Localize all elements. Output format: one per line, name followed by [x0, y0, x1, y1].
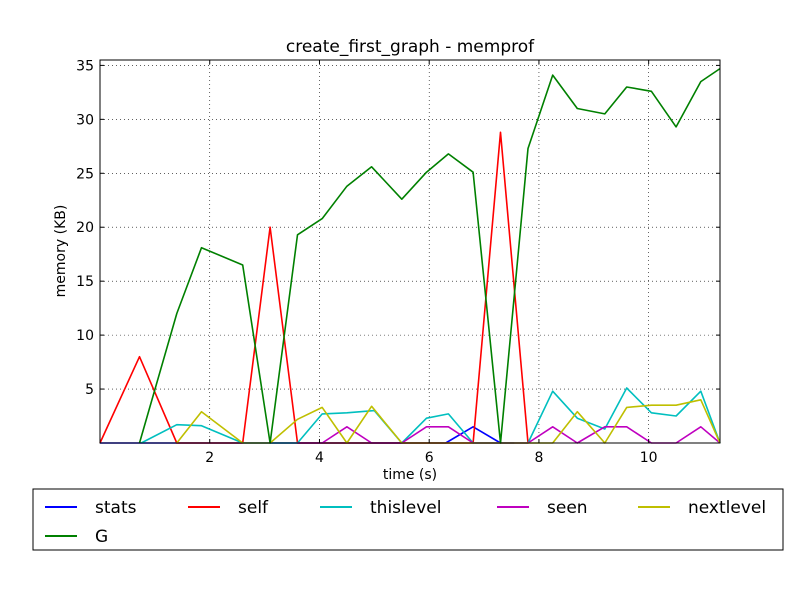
- y-tick-label: 30: [76, 112, 94, 128]
- legend-label-nextlevel: nextlevel: [688, 498, 766, 518]
- series-line-seen: [297, 425, 721, 444]
- chart-title: create_first_graph - memprof: [286, 37, 535, 57]
- series-line-thislevel: [140, 387, 721, 444]
- legend-label-stats: stats: [95, 498, 137, 518]
- grid: [100, 60, 720, 443]
- y-axis-label: memory (KB): [53, 205, 69, 298]
- series-line-self: [99, 131, 529, 444]
- y-tick-label: 5: [85, 382, 94, 398]
- y-tick-label: 15: [76, 274, 94, 290]
- legend: stats self thislevel seen nextlevel G: [32, 488, 784, 551]
- y-tick-label: 10: [76, 328, 94, 344]
- x-tick-label: 8: [534, 450, 543, 466]
- series-layer: [99, 67, 721, 444]
- series-line-G: [138, 67, 721, 444]
- legend-label-seen: seen: [547, 498, 588, 518]
- x-tick-label: 4: [315, 450, 324, 466]
- x-tick-label: 6: [425, 450, 434, 466]
- y-tick-label: 20: [76, 220, 94, 236]
- legend-label-G: G: [95, 527, 108, 547]
- x-tick-label: 2: [205, 450, 214, 466]
- plot-frame: [99, 59, 721, 444]
- legend-label-self: self: [238, 498, 269, 518]
- y-tick-label: 35: [76, 58, 94, 74]
- legend-frame: [32, 488, 784, 551]
- x-tick-label: 10: [640, 450, 658, 466]
- x-axis-label: time (s): [383, 467, 437, 483]
- legend-label-thislevel: thislevel: [370, 498, 441, 518]
- tick-layer: 2 4 6 8 10 5 10 15 20 25 30 35: [76, 58, 720, 466]
- y-tick-label: 25: [76, 166, 94, 182]
- series-line-nextlevel: [176, 398, 721, 444]
